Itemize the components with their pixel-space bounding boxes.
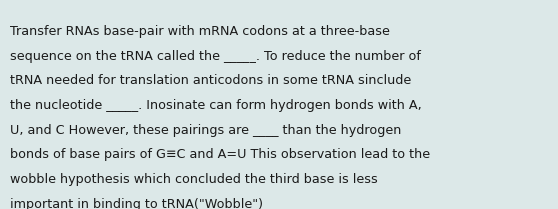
Text: tRNA needed for translation anticodons in some tRNA sinclude: tRNA needed for translation anticodons i… xyxy=(10,74,411,87)
Text: wobble hypothesis which concluded the third base is less: wobble hypothesis which concluded the th… xyxy=(10,173,378,186)
Text: important in binding to tRNA("Wobble"): important in binding to tRNA("Wobble") xyxy=(10,198,263,209)
Text: the nucleotide _____. Inosinate can form hydrogen bonds with A,: the nucleotide _____. Inosinate can form… xyxy=(10,99,422,112)
Text: bonds of base pairs of G≡C and A=U This observation lead to the: bonds of base pairs of G≡C and A=U This … xyxy=(10,148,430,161)
Text: Transfer RNAs base-pair with mRNA codons at a three-base: Transfer RNAs base-pair with mRNA codons… xyxy=(10,25,390,38)
Text: U, and C However, these pairings are ____ than the hydrogen: U, and C However, these pairings are ___… xyxy=(10,124,401,137)
Text: sequence on the tRNA called the _____. To reduce the number of: sequence on the tRNA called the _____. T… xyxy=(10,50,421,63)
